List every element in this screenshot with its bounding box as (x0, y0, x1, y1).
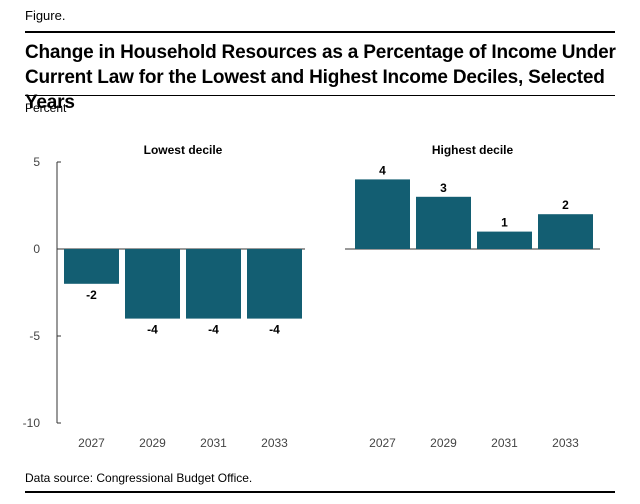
x-tick-label: 2027 (78, 436, 105, 450)
bar-2027 (64, 249, 119, 284)
data-source: Data source: Congressional Budget Office… (25, 471, 253, 485)
y-tick-label: -5 (29, 329, 40, 343)
data-label: -2 (86, 288, 97, 302)
x-tick-label: 2033 (552, 436, 579, 450)
bar-2029 (125, 249, 180, 319)
bar-2029 (416, 196, 471, 249)
panel-title: Highest decile (432, 143, 514, 157)
bar-2027 (355, 179, 410, 249)
top-rule (25, 31, 615, 33)
y-tick-label: -10 (23, 416, 41, 430)
x-tick-label: 2031 (491, 436, 518, 450)
data-label: 2 (562, 198, 569, 212)
data-label: 1 (501, 216, 508, 230)
bar-2031 (477, 231, 532, 249)
chart-title: Change in Household Resources as a Perce… (25, 42, 616, 113)
data-label: -4 (208, 323, 219, 337)
x-tick-label: 2031 (200, 436, 227, 450)
x-tick-label: 2029 (139, 436, 166, 450)
panel-title: Lowest decile (144, 143, 223, 157)
figure-label: Figure. (25, 8, 66, 23)
bar-2031 (186, 249, 241, 319)
data-label: -4 (147, 323, 158, 337)
x-tick-label: 2029 (430, 436, 457, 450)
x-tick-label: 2033 (261, 436, 288, 450)
unit-label: Percent (25, 101, 67, 115)
bar-2033 (538, 214, 593, 249)
title-rule (25, 95, 615, 96)
y-tick-label: 5 (33, 155, 40, 169)
bottom-rule (25, 491, 615, 493)
y-tick-label: 0 (33, 242, 40, 256)
data-label: 4 (379, 163, 386, 177)
data-label: -4 (269, 323, 280, 337)
bar-2033 (247, 249, 302, 319)
x-tick-label: 2027 (369, 436, 396, 450)
data-label: 3 (440, 181, 447, 195)
